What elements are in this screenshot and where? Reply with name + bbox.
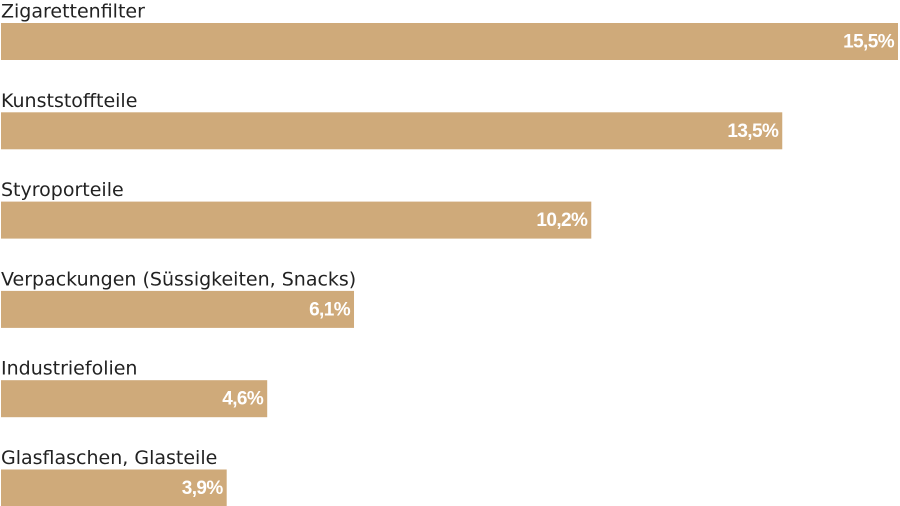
value-label: 6,1% bbox=[309, 299, 351, 320]
value-label: 10,2% bbox=[536, 210, 588, 231]
value-label: 3,9% bbox=[182, 478, 224, 499]
category-label: Kunststoffteile bbox=[1, 90, 137, 112]
value-label: 13,5% bbox=[727, 121, 779, 142]
bar bbox=[1, 23, 898, 60]
value-label: 4,6% bbox=[222, 389, 264, 410]
category-label: Zigarettenfilter bbox=[1, 1, 145, 23]
bar bbox=[1, 290, 355, 328]
category-label: Styroporteile bbox=[1, 179, 124, 201]
bar bbox=[1, 112, 783, 150]
bar bbox=[1, 469, 227, 506]
bar bbox=[1, 380, 268, 418]
value-label: 15,5% bbox=[843, 32, 895, 53]
category-label: Verpackungen (Süssigkeiten, Snacks) bbox=[1, 268, 356, 290]
category-label: Glasflaschen, Glasteile bbox=[1, 447, 217, 469]
bar bbox=[1, 201, 592, 239]
category-label: Industriefolien bbox=[1, 358, 137, 380]
